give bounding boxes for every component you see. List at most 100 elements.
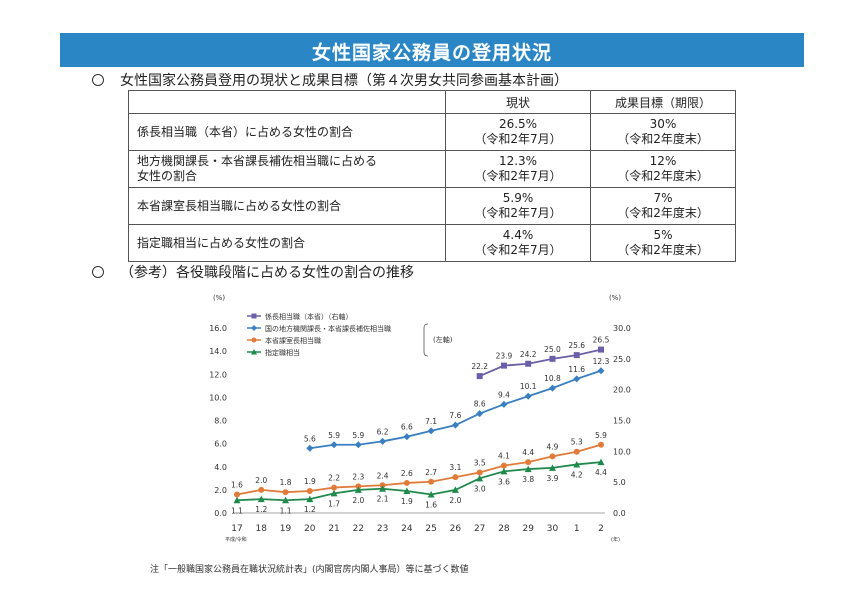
row-label: 指定職相当に占める女性の割合 bbox=[128, 224, 446, 262]
section-heading-targets: 女性国家公務員登用の現状と成果目標（第４次男女共同参画基本計画） bbox=[92, 70, 568, 90]
current-date: （令和2年7月） bbox=[474, 169, 562, 183]
data-point bbox=[257, 495, 265, 503]
data-point bbox=[598, 346, 604, 353]
data-point bbox=[403, 433, 411, 441]
data-point bbox=[306, 495, 314, 503]
data-label: 22.2 bbox=[471, 362, 488, 371]
data-label: 5.9 bbox=[595, 431, 607, 440]
x-tick-label: 26 bbox=[450, 524, 462, 534]
x-tick-label: 28 bbox=[498, 524, 510, 534]
data-label: 1.6 bbox=[425, 501, 437, 510]
data-point bbox=[500, 462, 507, 469]
data-label: 5.6 bbox=[304, 434, 316, 443]
data-label: 1.2 bbox=[304, 505, 316, 514]
data-point bbox=[524, 465, 532, 473]
current-value-cell: 12.3% （令和2年7月） bbox=[444, 150, 592, 188]
data-label: 4.4 bbox=[595, 468, 607, 477]
target-date: （令和2年度末） bbox=[617, 169, 709, 183]
data-point bbox=[598, 441, 604, 448]
data-point bbox=[282, 496, 290, 504]
data-point bbox=[573, 460, 581, 468]
data-label: 2.0 bbox=[352, 496, 364, 505]
x-era-note: 平成/令和 bbox=[225, 536, 247, 543]
page-title: 女性国家公務員の登用状況 bbox=[311, 42, 552, 64]
title-banner: 女性国家公務員の登用状況 bbox=[60, 33, 804, 67]
current-value-cell: 5.9% （令和2年7月） bbox=[444, 187, 592, 225]
series-line bbox=[479, 348, 602, 377]
data-point bbox=[258, 486, 265, 493]
data-label: 2.7 bbox=[425, 468, 437, 477]
x-tick-label: 19 bbox=[280, 524, 292, 534]
current-value-cell: 4.4% （令和2年7月） bbox=[444, 224, 592, 262]
data-point bbox=[524, 392, 532, 400]
x-tick-label: 22 bbox=[353, 524, 364, 534]
row-label: 地方機関課長・本省課長補佐相当職に占める女性の割合 bbox=[128, 150, 446, 188]
current-value: 26.5% bbox=[498, 117, 538, 131]
data-point bbox=[331, 484, 338, 491]
data-label: 1.6 bbox=[231, 481, 243, 490]
data-label: 1.9 bbox=[304, 477, 316, 486]
data-label: 1.1 bbox=[231, 506, 243, 515]
data-label: 5.9 bbox=[352, 431, 364, 440]
data-label: 4.2 bbox=[571, 470, 583, 479]
data-point bbox=[403, 479, 410, 486]
column-header: 現状 bbox=[444, 90, 592, 114]
left-tick-label: 4.0 bbox=[214, 463, 227, 472]
data-point bbox=[379, 437, 387, 445]
data-label: 6.2 bbox=[377, 427, 389, 436]
data-point bbox=[476, 474, 484, 482]
targets-table: 現状 成果目標（期限） 係長相当職（本省）に占める女性の割合 26.5% （令和2… bbox=[128, 90, 736, 262]
data-label: 2.3 bbox=[352, 472, 364, 481]
data-label: 8.6 bbox=[474, 400, 486, 409]
data-point bbox=[597, 458, 605, 466]
current-date: （令和2年7月） bbox=[474, 132, 562, 146]
data-label: 2.4 bbox=[377, 471, 389, 480]
x-tick-label: 17 bbox=[231, 524, 242, 534]
data-point bbox=[549, 355, 556, 362]
legend-bracket bbox=[423, 323, 429, 357]
left-tick-label: 10.0 bbox=[209, 393, 227, 402]
data-label: 9.4 bbox=[498, 390, 510, 399]
x-tick-label: 25 bbox=[425, 524, 436, 534]
target-value-cell: 12% （令和2年度末） bbox=[590, 150, 736, 188]
x-tick-label: 24 bbox=[401, 524, 413, 534]
table-row: 指定職相当に占める女性の割合 4.4% （令和2年7月） 5% （令和2年度末） bbox=[128, 224, 736, 262]
data-label: 7.6 bbox=[449, 411, 461, 420]
right-tick-label: 5.0 bbox=[613, 478, 626, 487]
target-value: 12% bbox=[649, 154, 677, 168]
right-tick-label: 15.0 bbox=[613, 417, 631, 426]
data-point bbox=[306, 488, 313, 495]
column-header bbox=[128, 90, 446, 114]
data-label: 10.8 bbox=[544, 374, 561, 383]
data-label: 25.0 bbox=[544, 345, 561, 354]
target-value: 30% bbox=[649, 117, 677, 131]
data-label: 24.2 bbox=[520, 350, 537, 359]
data-point bbox=[451, 486, 459, 493]
target-value-cell: 5% （令和2年度末） bbox=[590, 224, 736, 262]
current-date: （令和2年7月） bbox=[474, 206, 562, 220]
data-label: 5.9 bbox=[328, 431, 340, 440]
target-value: 5% bbox=[653, 228, 673, 242]
data-label: 4.1 bbox=[498, 452, 510, 461]
data-label: 1.7 bbox=[328, 499, 340, 508]
series-line bbox=[236, 461, 602, 502]
current-value-cell: 26.5% （令和2年7月） bbox=[444, 113, 592, 151]
right-tick-label: 30.0 bbox=[613, 324, 631, 333]
data-point bbox=[330, 489, 338, 497]
table-row: 地方機関課長・本省課長補佐相当職に占める女性の割合 12.3% （令和2年7月） … bbox=[128, 150, 736, 188]
current-date: （令和2年7月） bbox=[474, 243, 562, 257]
data-label: 1.1 bbox=[280, 506, 292, 515]
data-label: 10.1 bbox=[520, 382, 537, 391]
data-point bbox=[500, 467, 508, 475]
left-unit-label: (%) bbox=[213, 294, 225, 302]
row-label: 係長相当職（本省）に占める女性の割合 bbox=[128, 113, 446, 151]
data-label: 2.0 bbox=[449, 496, 461, 505]
target-date: （令和2年度末） bbox=[617, 132, 709, 146]
data-point bbox=[573, 448, 580, 455]
target-value-cell: 7% （令和2年度末） bbox=[590, 187, 736, 225]
legend-marker bbox=[251, 313, 257, 319]
x-tick-label: 30 bbox=[547, 524, 559, 534]
row-label: 本省課室長相当職に占める女性の割合 bbox=[128, 187, 446, 225]
data-point bbox=[548, 464, 556, 471]
left-tick-label: 16.0 bbox=[209, 324, 227, 333]
